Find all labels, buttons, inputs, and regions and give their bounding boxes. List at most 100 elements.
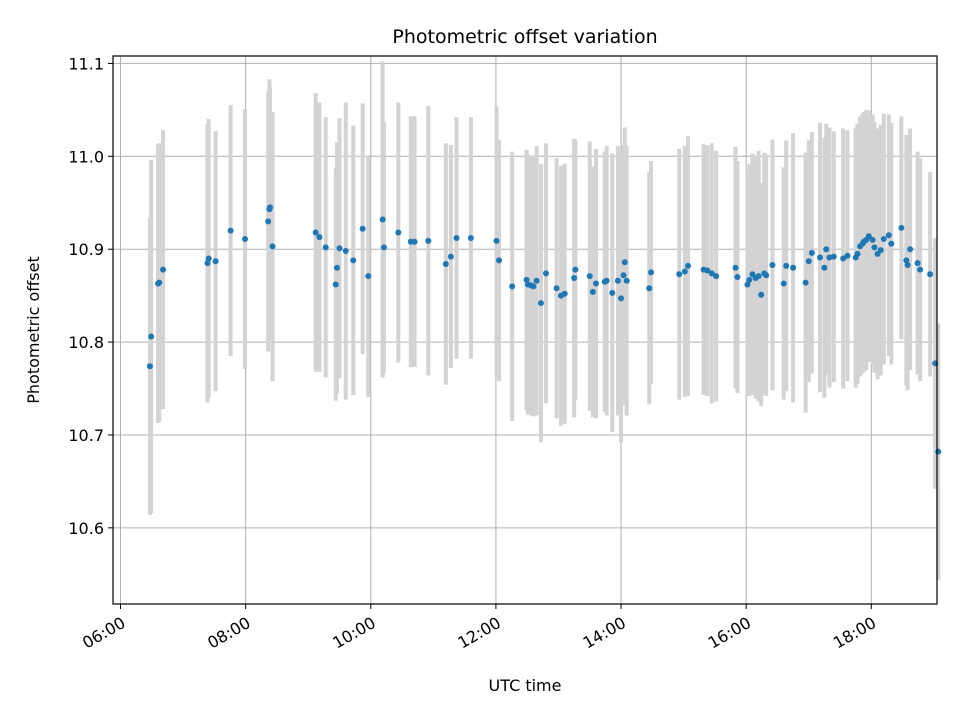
- data-point: [621, 259, 628, 266]
- data-point: [561, 290, 568, 297]
- data-point: [227, 227, 234, 234]
- data-point: [877, 247, 884, 254]
- chart-title: Photometric offset variation: [392, 26, 657, 48]
- data-point: [447, 253, 454, 260]
- y-tick-label: 10.7: [68, 426, 104, 445]
- x-axis-label: UTC time: [489, 676, 562, 695]
- data-point: [648, 269, 655, 276]
- data-point: [684, 262, 691, 269]
- data-point: [316, 234, 323, 241]
- data-point: [808, 249, 815, 256]
- data-point: [265, 218, 272, 225]
- y-tick-label: 11.0: [68, 147, 104, 166]
- data-point: [865, 233, 872, 240]
- data-point: [589, 288, 596, 295]
- data-point: [830, 253, 837, 260]
- data-point: [713, 273, 720, 280]
- data-point: [146, 363, 153, 370]
- data-point: [336, 245, 343, 252]
- data-point: [571, 274, 578, 281]
- data-point: [854, 250, 861, 257]
- data-point: [780, 280, 787, 287]
- data-point: [805, 258, 812, 265]
- plot-frame: [112, 55, 938, 605]
- data-point: [365, 273, 372, 280]
- data-point: [411, 238, 418, 245]
- data-point: [530, 283, 537, 290]
- data-point: [681, 268, 688, 275]
- data-point: [885, 232, 892, 239]
- data-point: [840, 255, 847, 262]
- data-points: [146, 204, 942, 455]
- data-point: [744, 281, 751, 288]
- data-point: [623, 277, 630, 284]
- data-point: [204, 260, 211, 267]
- data-point: [493, 237, 500, 244]
- y-axis: 10.6 10.7 10.8 10.9 11.0 11.1: [68, 54, 113, 538]
- data-point: [533, 277, 540, 284]
- data-point: [907, 246, 914, 253]
- data-point: [586, 273, 593, 280]
- data-point: [553, 285, 560, 292]
- data-point: [802, 279, 809, 286]
- data-point: [442, 261, 449, 268]
- data-point: [734, 274, 741, 281]
- data-point: [790, 264, 797, 271]
- data-point: [350, 257, 357, 264]
- data-point: [708, 270, 715, 277]
- data-point: [148, 333, 155, 340]
- data-point: [395, 229, 402, 236]
- data-point: [269, 243, 276, 250]
- data-point: [746, 276, 753, 283]
- data-point: [732, 264, 739, 271]
- y-axis-label: Photometric offset: [24, 256, 43, 404]
- data-point: [871, 244, 878, 251]
- data-point: [312, 229, 319, 236]
- data-point: [898, 224, 905, 231]
- data-point: [496, 257, 503, 264]
- data-point: [758, 291, 765, 298]
- data-point: [160, 266, 167, 273]
- data-point: [572, 266, 579, 273]
- y-tick-label: 10.9: [68, 240, 104, 259]
- data-point: [917, 266, 924, 273]
- data-point: [156, 279, 163, 286]
- data-point: [425, 237, 432, 244]
- data-point: [603, 277, 610, 284]
- data-point: [509, 283, 516, 290]
- data-point: [817, 254, 824, 261]
- data-point: [537, 300, 544, 307]
- data-point: [609, 289, 616, 296]
- data-point: [869, 236, 876, 243]
- data-point: [935, 448, 942, 455]
- data-point: [453, 235, 460, 242]
- data-point: [212, 258, 219, 265]
- data-point: [205, 255, 212, 262]
- data-point: [242, 235, 249, 242]
- y-tick-label: 11.1: [68, 54, 104, 73]
- data-point: [769, 261, 776, 268]
- data-point: [927, 271, 934, 278]
- data-point: [844, 252, 851, 259]
- data-point: [646, 285, 653, 292]
- data-point: [763, 272, 770, 279]
- data-point: [523, 276, 530, 283]
- y-tick-label: 10.8: [68, 333, 104, 352]
- data-point: [342, 248, 349, 255]
- data-point: [322, 244, 329, 251]
- data-point: [903, 257, 910, 264]
- data-point: [880, 235, 887, 242]
- data-point: [620, 272, 627, 279]
- data-point: [614, 277, 621, 284]
- data-point: [755, 273, 762, 280]
- data-point: [704, 267, 711, 274]
- data-point: [888, 240, 895, 247]
- data-point: [914, 260, 921, 267]
- y-tick-label: 10.6: [68, 519, 104, 538]
- data-point: [783, 262, 790, 269]
- data-point: [618, 295, 625, 302]
- data-point: [379, 216, 386, 223]
- data-point: [332, 281, 339, 288]
- data-point: [333, 264, 340, 271]
